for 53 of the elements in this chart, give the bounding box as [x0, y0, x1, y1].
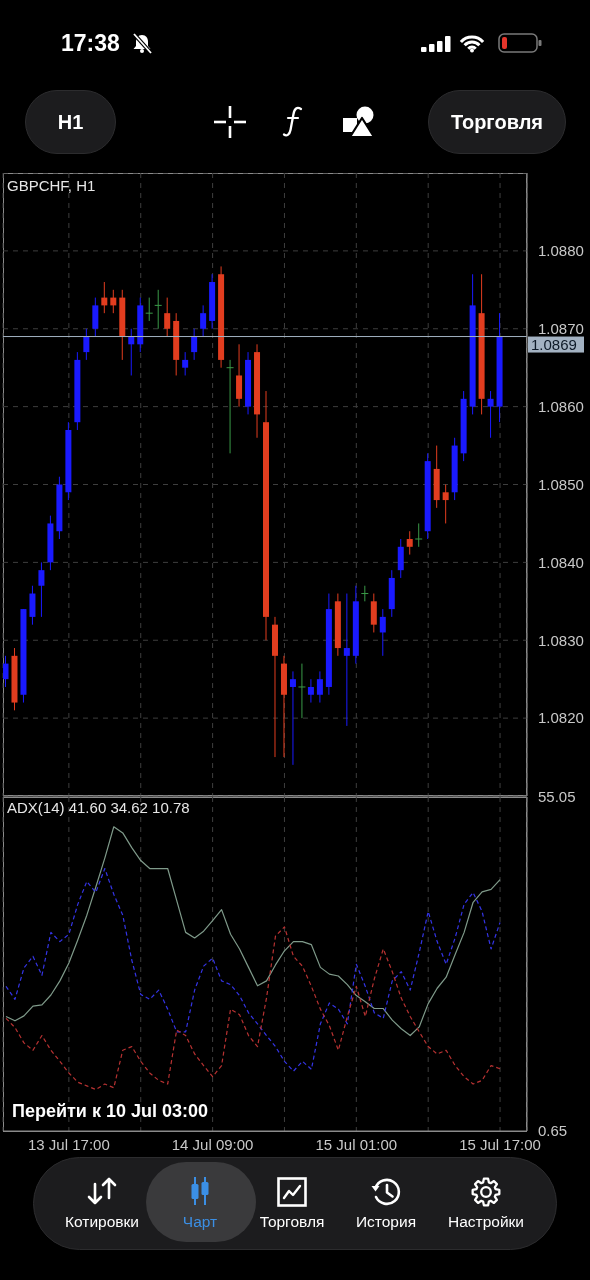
candlestick [487, 390, 494, 439]
text: Котировки [64, 1213, 140, 1231]
y-tick-label: 1.0840 [538, 553, 584, 571]
candlestick [406, 530, 413, 556]
candlestick [145, 297, 154, 322]
candlestick [297, 663, 306, 719]
candlestick [343, 593, 350, 727]
y-tick-label: 1.0820 [538, 709, 584, 727]
candlestick [289, 670, 296, 766]
candlestick [83, 328, 90, 361]
y-tick-label: 55.05 [538, 788, 576, 806]
y-tick-label: 1.0880 [538, 242, 584, 260]
text: Торговля [258, 1213, 326, 1231]
text: Настройки [447, 1213, 525, 1231]
candlestick [29, 585, 36, 626]
y-tick-label: 0.65 [538, 1122, 568, 1140]
chart-title: GBPCHF, H1 [7, 177, 96, 194]
text: История [354, 1213, 418, 1231]
chart-title: ADX(14) 41.60 34.62 10.78 [7, 799, 190, 816]
x-tick-label: 13 Jul 17:00 [28, 1135, 110, 1153]
y-tick-label: 1.0850 [538, 475, 584, 493]
annotation: Перейти к 10 Jul 03:00 [12, 1101, 208, 1122]
candlestick [164, 297, 171, 338]
candlestick [182, 351, 189, 376]
candlestick [3, 655, 9, 688]
line-series [5, 867, 501, 1072]
candlestick [226, 359, 235, 454]
x-tick-label: 15 Jul 17:00 [459, 1135, 541, 1153]
timeframe-button: H1 [25, 90, 116, 154]
ref-line-label: 1.0869 [531, 335, 577, 353]
candlestick [191, 328, 198, 361]
candlestick [200, 304, 207, 338]
line-series [5, 926, 501, 1091]
trade-button: Торговля [428, 90, 566, 154]
candlestick [414, 522, 423, 548]
y-tick-label: 1.0830 [538, 631, 584, 649]
x-tick-label: 14 Jul 09:00 [171, 1135, 254, 1153]
candlestick [379, 608, 386, 657]
y-tick-label: 1.0860 [538, 397, 584, 415]
line-series [5, 826, 501, 1037]
candlestick [92, 297, 99, 338]
candlestick [38, 561, 45, 618]
candlestick [442, 484, 449, 524]
candlestick [236, 343, 243, 408]
candlestick [370, 593, 377, 633]
text: 17:38 [61, 30, 120, 57]
x-tick-label: 15 Jul 01:00 [315, 1135, 398, 1153]
candlestick [307, 678, 314, 704]
candlestick [397, 538, 404, 579]
y-tick-label: 1.0870 [538, 320, 584, 338]
candlestick [316, 670, 323, 704]
text: Чарт [181, 1213, 219, 1231]
candlestick [154, 289, 163, 330]
